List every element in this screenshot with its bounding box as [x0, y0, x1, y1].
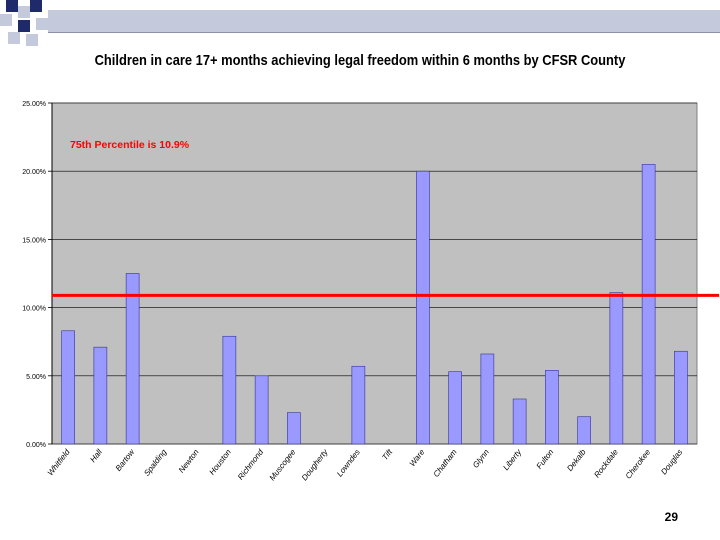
x-tick-label: Liberty — [501, 447, 523, 472]
chart-title: Children in care 17+ months achieving le… — [94, 52, 626, 69]
deco-square — [18, 20, 30, 32]
bar — [641, 164, 656, 445]
x-tick-label: Newton — [177, 447, 201, 474]
bar — [93, 346, 108, 445]
x-tick-label: Rockdale — [592, 447, 620, 479]
bar — [416, 170, 430, 445]
x-tick-label: Muscogee — [268, 447, 298, 482]
x-tick-label: Bartow — [114, 447, 137, 473]
x-tick-label: Ware — [408, 447, 427, 468]
x-tick-label: Whitfield — [46, 447, 72, 477]
y-tick-label: 10.00% — [22, 306, 46, 313]
deco-square — [0, 14, 12, 26]
y-tick-label: 20.00% — [22, 169, 46, 176]
x-tick-label: Tift — [380, 447, 394, 462]
x-tick-label: Dougherty — [300, 447, 330, 482]
bar — [254, 375, 269, 445]
x-tick-label: Fulton — [535, 447, 556, 470]
deco-square — [6, 0, 18, 12]
y-tick-label: 5.00% — [26, 374, 46, 381]
bar — [351, 365, 366, 445]
x-tick-label: Douglas — [659, 448, 684, 477]
x-tick-label: Spalding — [142, 447, 169, 478]
bar — [448, 371, 462, 445]
bar — [609, 292, 624, 445]
x-tick-label: Lowndes — [335, 448, 362, 479]
bar — [480, 353, 495, 445]
x-tick-label: Chatham — [432, 447, 459, 478]
page-number: 29 — [664, 510, 678, 524]
deco-square — [8, 32, 20, 44]
bar — [545, 370, 559, 445]
x-tick-label: Dekalb — [565, 447, 588, 473]
y-tick-label: 15.00% — [22, 237, 46, 244]
header-bar — [48, 10, 720, 32]
bar — [512, 398, 527, 445]
bar — [674, 350, 688, 445]
x-tick-label: Glynn — [471, 447, 491, 469]
x-tick-label: Richmond — [236, 447, 266, 481]
x-tick-label: Hall — [88, 448, 104, 465]
bar — [577, 416, 591, 445]
x-tick-label: Cherokee — [624, 447, 653, 480]
plot-area — [51, 102, 698, 445]
y-tick-label: 25.00% — [22, 101, 46, 108]
bar — [125, 273, 140, 445]
deco-square — [36, 18, 48, 30]
percentile-annotation: 75th Percentile is 10.9% — [70, 139, 190, 151]
bar — [61, 330, 75, 445]
bar — [287, 412, 301, 445]
bar — [222, 335, 237, 445]
deco-square — [26, 34, 38, 46]
header-rule — [48, 32, 720, 33]
y-tick-label: 0.00% — [26, 442, 46, 449]
deco-square — [30, 0, 42, 12]
x-tick-label: Houston — [208, 447, 234, 476]
deco-square — [18, 6, 30, 18]
